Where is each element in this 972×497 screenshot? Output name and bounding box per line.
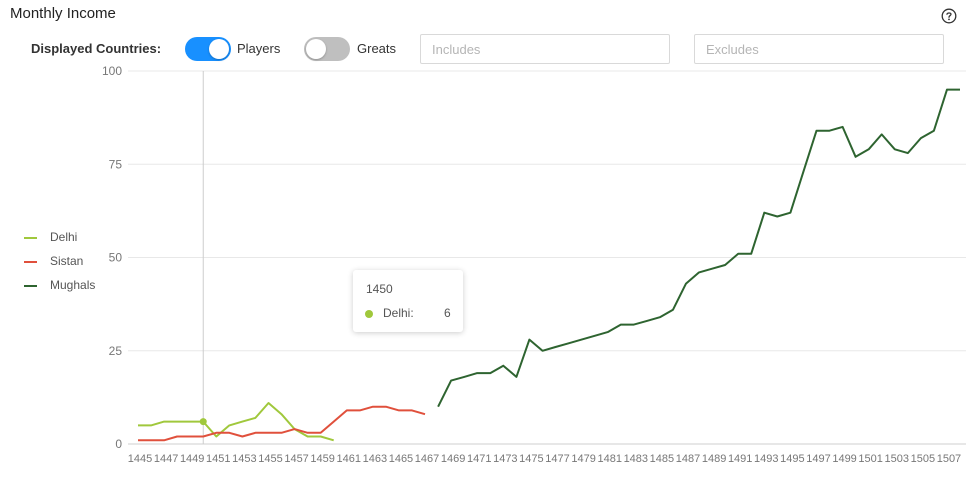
greats-toggle[interactable]	[304, 37, 350, 61]
x-tick-label: 1491	[728, 453, 752, 465]
x-tick-label: 1477	[545, 453, 569, 465]
greats-toggle-knob	[306, 39, 326, 59]
series-line-delhi	[138, 402, 334, 442]
tooltip-series-dot	[365, 310, 373, 318]
legend-swatch-mughals	[24, 285, 37, 287]
legend: Delhi Sistan Mughals	[24, 229, 114, 301]
players-toggle-label: Players	[237, 41, 281, 56]
players-toggle[interactable]	[185, 37, 231, 61]
x-tick-label: 1471	[467, 453, 491, 465]
x-tick-label: 1459	[310, 453, 334, 465]
y-tick-label: 50	[109, 251, 123, 265]
excludes-input[interactable]	[694, 34, 944, 64]
page-title: Monthly Income	[10, 5, 116, 22]
x-tick-label: 1499	[832, 453, 856, 465]
displayed-countries-label: Displayed Countries:	[31, 41, 162, 56]
x-tick-label: 1473	[493, 453, 517, 465]
x-tick-label: 1469	[441, 453, 465, 465]
x-tick-label: 1451	[206, 453, 230, 465]
legend-item-mughals[interactable]: Mughals	[24, 277, 114, 301]
x-tick-label: 1475	[519, 453, 543, 465]
x-tick-label: 1447	[154, 453, 178, 465]
x-tick-label: 1501	[858, 453, 882, 465]
x-tick-label: 1453	[232, 453, 256, 465]
y-tick-label: 0	[115, 437, 122, 451]
y-tick-label: 75	[109, 157, 123, 171]
legend-label-mughals: Mughals	[50, 278, 96, 292]
y-tick-label: 100	[102, 64, 122, 78]
grid	[128, 70, 966, 445]
includes-input[interactable]	[420, 34, 670, 64]
legend-label-sistan: Sistan	[50, 254, 84, 268]
legend-item-sistan[interactable]: Sistan	[24, 253, 114, 277]
x-tick-label: 1465	[389, 453, 413, 465]
x-tick-label: 1503	[885, 453, 909, 465]
controls-bar: Displayed Countries: Players Greats	[0, 34, 972, 64]
x-tick-label: 1507	[937, 453, 961, 465]
tooltip-series-value: 6	[444, 306, 451, 320]
tooltip-series-name: Delhi:	[383, 306, 414, 320]
x-tick-label: 1485	[650, 453, 674, 465]
x-axis-ticks: 1445 1447 1449 1451 1453 1455 1457 1459 1461 1463…	[128, 453, 961, 465]
legend-swatch-sistan	[24, 261, 37, 263]
series-lines	[138, 88, 960, 442]
x-tick-label: 1483	[624, 453, 648, 465]
x-tick-label: 1505	[911, 453, 935, 465]
x-tick-label: 1495	[780, 453, 804, 465]
x-tick-label: 1493	[754, 453, 778, 465]
x-tick-label: 1455	[258, 453, 282, 465]
players-toggle-knob	[209, 39, 229, 59]
x-tick-label: 1467	[415, 453, 439, 465]
x-tick-label: 1449	[180, 453, 204, 465]
x-tick-label: 1489	[702, 453, 726, 465]
question-circle-icon[interactable]	[941, 8, 957, 24]
x-tick-label: 1487	[676, 453, 700, 465]
x-tick-label: 1479	[571, 453, 595, 465]
y-tick-label: 25	[109, 344, 123, 358]
chart-tooltip: 1450 Delhi: 6	[353, 270, 463, 332]
x-tick-label: 1445	[128, 453, 152, 465]
series-line-sistan	[138, 405, 426, 442]
x-tick-label: 1461	[337, 453, 361, 465]
legend-item-delhi[interactable]: Delhi	[24, 229, 114, 253]
x-tick-label: 1463	[363, 453, 387, 465]
legend-swatch-delhi	[24, 237, 37, 239]
greats-toggle-label: Greats	[357, 41, 397, 56]
x-tick-label: 1481	[597, 453, 621, 465]
hover-point	[199, 418, 207, 426]
series-line-mughals	[437, 88, 960, 408]
x-tick-label: 1457	[284, 453, 308, 465]
x-tick-label: 1497	[806, 453, 830, 465]
tooltip-title: 1450	[366, 282, 393, 296]
y-axis-ticks: 0 25 50 75 100	[102, 64, 122, 451]
legend-label-delhi: Delhi	[50, 230, 78, 244]
